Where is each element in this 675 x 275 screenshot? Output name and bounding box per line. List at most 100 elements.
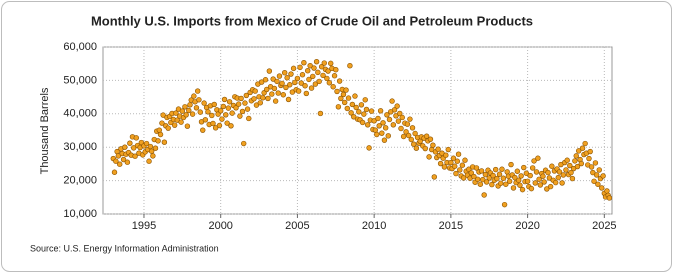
data-point [152, 145, 159, 151]
data-point [494, 175, 500, 182]
data-point [563, 167, 569, 173]
data-point [341, 99, 348, 106]
data-point [127, 140, 133, 146]
data-point [331, 73, 338, 79]
data-point [241, 140, 247, 147]
data-point [173, 110, 179, 116]
data-point [459, 162, 466, 168]
data-point [466, 166, 472, 172]
data-point [560, 172, 567, 178]
data-point [246, 115, 252, 122]
data-point [413, 145, 420, 151]
data-point [422, 145, 428, 152]
data-point [391, 107, 398, 113]
data-point [503, 181, 509, 187]
data-point [454, 158, 461, 164]
data-point [264, 86, 270, 93]
data-point [573, 153, 579, 159]
data-point [604, 188, 610, 194]
data-point [193, 105, 200, 111]
data-point [147, 143, 154, 150]
data-point [536, 176, 542, 182]
data-point [397, 110, 403, 117]
data-point [216, 122, 223, 129]
data-point [411, 141, 417, 147]
data-point [359, 119, 366, 126]
y-tick-label: 60,000 [63, 41, 97, 53]
data-point [540, 173, 546, 179]
data-point [596, 167, 602, 173]
data-point [366, 145, 372, 151]
chart-title: Monthly U.S. Imports from Mexico of Crud… [91, 13, 533, 28]
data-point [311, 65, 317, 71]
data-point [316, 78, 322, 85]
data-point [389, 98, 395, 104]
data-point [478, 168, 485, 174]
data-point [481, 192, 487, 198]
data-point [574, 163, 581, 170]
data-point [237, 113, 243, 119]
data-point [426, 154, 432, 160]
data-point [117, 161, 123, 167]
data-point [499, 166, 505, 172]
data-point [588, 164, 595, 170]
data-point [307, 63, 313, 69]
data-point [592, 160, 599, 166]
data-point [269, 91, 275, 97]
data-point [498, 180, 504, 186]
data-point [568, 169, 574, 176]
data-point [179, 108, 186, 114]
data-point [468, 170, 474, 176]
data-point [345, 95, 352, 101]
data-point [210, 120, 216, 127]
data-point [334, 88, 340, 95]
data-point [266, 68, 273, 74]
data-point [335, 104, 342, 110]
data-point [552, 179, 559, 186]
data-point [395, 118, 402, 124]
data-point [233, 105, 239, 111]
data-point [404, 121, 411, 127]
data-point [325, 68, 331, 74]
data-point [212, 125, 219, 131]
data-point [146, 158, 152, 164]
data-point [315, 69, 321, 76]
data-point [113, 158, 119, 164]
data-point [486, 175, 492, 181]
data-point [365, 122, 371, 128]
data-point [376, 123, 382, 129]
data-point [200, 127, 206, 133]
data-point [556, 169, 563, 175]
data-point [226, 99, 233, 105]
data-point [298, 80, 304, 86]
data-point [229, 110, 235, 116]
data-point [111, 169, 118, 175]
data-point [590, 169, 596, 176]
data-point [409, 125, 416, 131]
data-point [599, 185, 605, 191]
x-tick-label: 2005 [285, 220, 309, 232]
data-point [528, 185, 535, 192]
data-point [587, 148, 593, 155]
data-point [371, 118, 377, 124]
data-point [183, 112, 189, 118]
data-point [294, 75, 301, 82]
data-point [523, 170, 530, 176]
data-point [492, 166, 499, 173]
data-point [501, 201, 508, 208]
data-point [281, 70, 288, 76]
data-point [473, 165, 480, 171]
data-point [353, 104, 359, 111]
data-point [545, 169, 551, 176]
data-point [519, 186, 526, 193]
data-point [348, 110, 354, 116]
data-point [555, 174, 561, 181]
data-point [358, 102, 365, 108]
data-point [211, 101, 217, 108]
data-point [405, 132, 412, 139]
data-point [559, 180, 565, 186]
data-point [186, 107, 192, 114]
data-point [480, 176, 486, 183]
x-tick-label: 2000 [208, 220, 232, 232]
